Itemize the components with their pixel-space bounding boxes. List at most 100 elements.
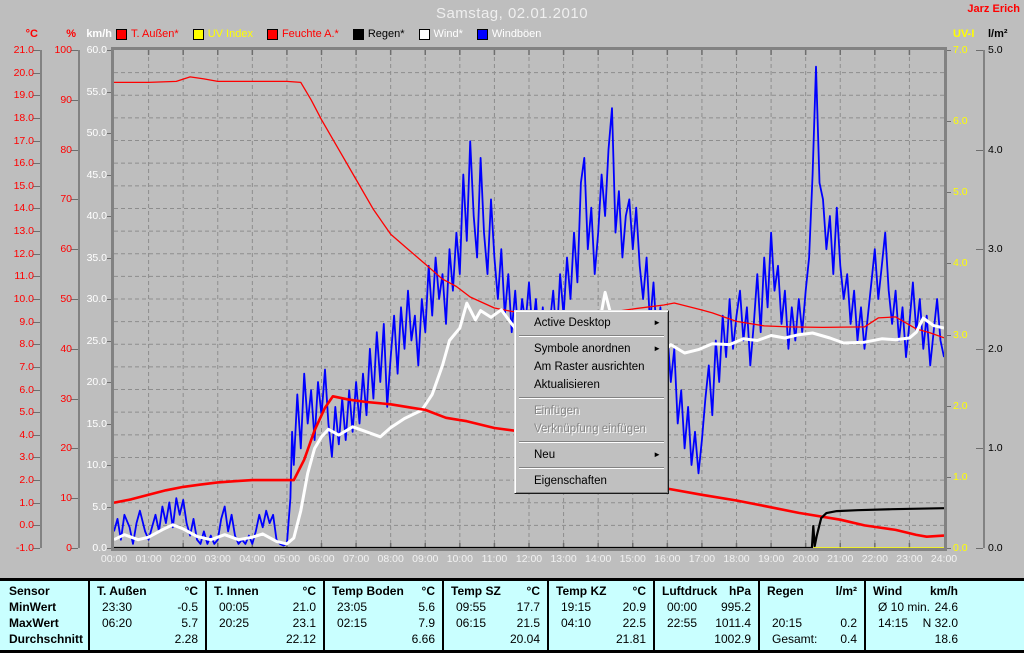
menu-item-active-desktop[interactable]: Active Desktop ► [517,314,666,332]
axis-tick [71,498,78,500]
submenu-arrow-icon: ► [653,450,661,459]
axis-tick [107,548,114,549]
menu-item-symbole-anordnen[interactable]: Symbole anordnen ► [517,340,666,358]
table-row: 1002.9 [662,631,751,647]
menu-item-einf-gen: Einfügen [517,402,666,420]
menu-separator [519,441,664,443]
cell-label [767,599,772,615]
menu-item-eigenschaften[interactable]: Eigenschaften [517,472,666,490]
cell-value: 23.1 [292,616,316,630]
axis-tick [107,91,114,93]
cell-label: 06:20 [102,616,133,630]
axis-tick-label: 15.0 [13,179,34,192]
axis-tick-label: 55.0 [86,85,107,98]
axis-tick-label: 16.0 [13,157,34,170]
table-row: Temp SZ °C [451,583,540,599]
cell-label: 09:55 [456,600,487,614]
axis-tick-label: 10 [60,492,72,505]
cell-label: Temp SZ [451,584,501,598]
cell-label: T. Außen [97,584,147,598]
axis-tick-label: 0.0 [19,519,34,532]
series-tauen [114,394,944,539]
axis-tick [107,465,114,466]
x-axis-label: 12:00 [515,553,543,565]
table-row: Temp KZ °C [556,583,646,599]
menu-item-label: Symbole anordnen [534,343,631,355]
x-axis-label: 10:00 [446,553,473,565]
axis-tick [33,140,40,142]
table-row: 06:20 5.7 [97,615,198,631]
axis-tick [944,50,951,51]
axis-unit-km/h: km/h [86,28,112,40]
x-axis-label: 21:00 [827,553,854,565]
menu-item-aktualisieren[interactable]: Aktualisieren [517,376,666,394]
axis-line-l/m² [983,50,985,548]
axis-tick-label: 60.0 [86,44,107,56]
axis-tick-label: 10.0 [86,459,107,471]
axis-tick [71,149,78,151]
x-axis-label: 23:00 [896,553,923,565]
cell-label: 19:15 [561,600,592,614]
axis-tick-label: 5.0 [19,406,34,419]
axis-tick [107,133,114,134]
legend-label: T. Außen* [131,28,179,40]
cell-value: 5.6 [418,600,435,614]
axis-tick-label: 3.0 [953,328,968,341]
page-title: Samstag, 02.01.2010 [435,5,589,22]
table-row: 23:05 5.6 [332,599,435,615]
table-row-headers: Sensor MinWert MaxWert Durchschnitt [0,581,88,650]
menu-item-am-raster-ausrichten[interactable]: Am Raster ausrichten [517,358,666,376]
table-row: 21.81 [556,631,646,647]
cell-label: 06:15 [456,616,487,630]
axis-tick-label: 2.0 [953,399,968,412]
axis-tick [71,348,78,350]
cell-value: hPa [728,584,751,598]
axis-unit-%: % [66,28,76,40]
axis-tick-label: 40 [60,342,72,355]
table-row: 22.12 [214,631,316,647]
legend-item-3: Feuchte A.* [266,28,339,40]
cell-label: Gesamt: [772,632,818,646]
submenu-arrow-icon: ► [653,344,661,353]
cell-value: 18.6 [934,632,958,646]
axis-tick [33,185,40,187]
axis-tick [107,174,114,176]
table-row [767,599,857,615]
x-axis-label: 16:00 [654,553,681,565]
menu-item-label: Active Desktop [534,317,611,329]
cell-label: Wind [873,584,903,598]
menu-item-neu[interactable]: Neu ► [517,446,666,464]
row-header-sensor: Sensor [9,584,50,598]
axis-tick-label: 30.0 [86,293,107,305]
axis-tick [33,389,40,391]
table-row: Ø 10 min. 24.6 [873,599,958,615]
table-col-temp-kz: Temp KZ °C 19:15 20.9 04:10 22.5 21.81 [547,581,653,650]
axis-tick-label: 18.0 [13,111,34,124]
axis-tick [71,448,78,450]
x-axis-label: 09:00 [412,553,439,565]
axis-tick-label: 15.0 [86,417,107,430]
axis-tick [976,149,983,151]
x-axis-label: 14:00 [585,553,612,565]
axis-tick-label: 9.0 [19,315,34,328]
series-feuchtea [114,76,944,339]
cell-value: km/h [929,584,958,598]
axis-tick-label: -1.0 [15,542,34,554]
cell-label: Ø 10 min. [878,600,931,614]
row-header-durchschnitt: Durchschnitt [9,632,84,646]
cell-label: Regen [767,584,804,598]
x-axis-label: 15:00 [619,553,646,565]
cell-label: 23:05 [337,600,368,614]
table-row: 04:10 22.5 [556,615,646,631]
table-row: 00:05 21.0 [214,599,316,615]
table-row: 19:15 20.9 [556,599,646,615]
axis-tick [33,50,40,51]
legend-item-4: Regen* [352,28,405,40]
cell-value: 5.7 [181,616,198,630]
table-row: Wind km/h [873,583,958,599]
axis-tick-label: 70 [60,193,72,206]
axis-tick [33,480,40,482]
axis-unit-°C: °C [25,28,38,40]
menu-item-label: Eigenschaften [534,475,607,487]
x-axis-label: 04:00 [239,553,266,565]
